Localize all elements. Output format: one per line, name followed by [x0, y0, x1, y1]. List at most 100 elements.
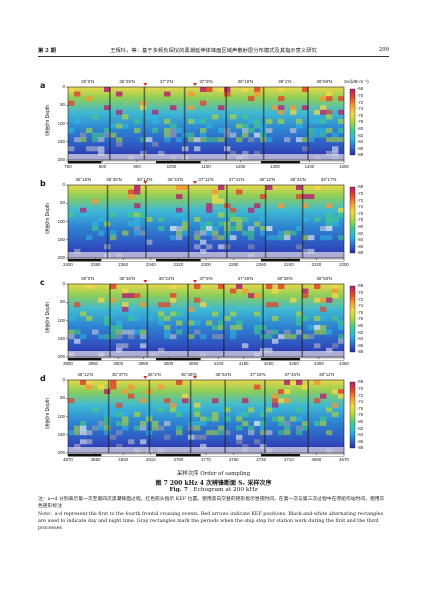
- y-axis-label: 深度/m Depth: [45, 105, 51, 136]
- colorbar-tick-label: -72: [357, 99, 364, 105]
- x-tick-label: 4770: [201, 457, 211, 462]
- colorbar-tick-label: -88: [357, 250, 364, 256]
- latitude-label: 35°36'N: [119, 276, 135, 281]
- panel-letter-d: d: [40, 374, 46, 383]
- echogram-panel-a: a 35°0'N 35°25'N 37°2'N 37°6'N 38°19'N 39°1'N 3…: [38, 77, 386, 169]
- y-tick-label: 200: [57, 157, 65, 162]
- y-tick-label: 100: [57, 218, 65, 224]
- figure-caption-text: Echogram at 200 kHz: [193, 487, 258, 493]
- figure-note-en: Note：a-d represent the first to the four…: [38, 512, 384, 531]
- colorbar-tick-label: -86: [357, 438, 364, 444]
- y-tick-label: 0: [62, 281, 65, 286]
- y-tick-label: 200: [57, 354, 65, 359]
- latitude-row: 35°12'N 35°37'N 36°2'N 36°28'N 36°54'N 37°19'…: [68, 372, 344, 380]
- y-tick-label: 100: [57, 120, 65, 126]
- colorbar: [349, 88, 356, 156]
- y-tick-label: 100: [57, 317, 65, 323]
- x-tick-label: 3800: [63, 361, 73, 366]
- y-tick-label: 0: [62, 377, 65, 382]
- x-tick-label: 2340: [145, 262, 156, 267]
- colorbar-tick-label: -86: [357, 243, 364, 249]
- colorbar-tick-label: -74: [357, 204, 364, 210]
- x-tick-label: 4350: [339, 361, 349, 366]
- latitude-label: 37°6'N: [199, 79, 213, 84]
- y-tick-label: 200: [57, 255, 65, 260]
- latitude-label: 35°0'N: [81, 79, 95, 84]
- colorbar-tick-label: -68: [357, 283, 364, 289]
- day-night-bar: [67, 258, 345, 262]
- latitude-label: 35°25'N: [119, 79, 135, 84]
- kef-arrow: [143, 280, 148, 283]
- y-tick-label: 50: [60, 102, 65, 108]
- y-tick-label: 150: [57, 431, 65, 437]
- x-tick-label: 700: [64, 164, 72, 169]
- colorbar-tick-label: -80: [357, 224, 364, 229]
- colorbar-tick-label: -88: [357, 152, 364, 158]
- x-tick-label: 2360: [118, 262, 129, 267]
- latitude-label: 35°12'N: [77, 372, 94, 377]
- colorbar-tick-label: -88: [357, 445, 364, 451]
- colorbar-tick-label: -70: [357, 290, 364, 295]
- y-tick-label: 50: [60, 200, 65, 206]
- x-tick-label: 1200: [235, 164, 246, 169]
- echogram-plot-b: [66, 181, 356, 262]
- colorbar-tick-label: -76: [357, 405, 364, 411]
- kef-arrow: [192, 83, 197, 86]
- colorbar-tick-label: -82: [357, 132, 364, 138]
- y-tick-label: 100: [57, 413, 65, 419]
- latitude-label: 37°2'N: [160, 79, 174, 84]
- colorbar-tick-label: -80: [357, 419, 364, 424]
- latitude-label: 38°11'N: [319, 372, 335, 377]
- latitude-label: 36°2'N: [147, 372, 161, 377]
- colorbar-tick-label: -84: [357, 336, 364, 342]
- issue-number: 第 2 期: [38, 48, 56, 54]
- panel-letter-c: c: [40, 278, 45, 287]
- latitude-label: 38°12'N: [259, 177, 276, 182]
- colorbar-tick-label: -76: [357, 309, 364, 315]
- echogram-panel-d: d 35°12'N 35°37'N 36°2'N 36°28'N 36°54'N 37°19…: [38, 370, 386, 462]
- latitude-label: 38°59'N: [316, 276, 333, 281]
- kef-arrow: [192, 280, 197, 283]
- echogram-panel-b: b 35°18'N 35°45'N 36°14'N 36°43'N 37°11'N 37°4…: [38, 175, 386, 267]
- x-tick-label: 4000: [163, 361, 174, 366]
- x-tick-label: 4870: [63, 457, 73, 462]
- latitude-row: 35°18'N 35°45'N 36°14'N 36°43'N 37°11'N 37°41…: [68, 177, 344, 185]
- colorbar-tick-label: -72: [357, 296, 364, 302]
- echogram-plot-c: [66, 280, 356, 361]
- x-tick-label: 4150: [238, 361, 249, 366]
- colorbar-tick-label: -70: [357, 93, 364, 98]
- x-tick-label: 800: [98, 164, 107, 169]
- x-tick-label: 4810: [145, 457, 156, 462]
- x-tick-label: 4850: [90, 457, 101, 462]
- y-tick-label: 150: [57, 236, 65, 242]
- y-tick-label: 0: [62, 182, 65, 187]
- colorbar-tick-label: -88: [357, 349, 364, 355]
- x-tick-label: 2240: [283, 262, 294, 267]
- figure-caption-cn: 图 7 200 kHz 4 次辨锋断面 Sᵥ 采样次序: [155, 480, 272, 487]
- x-tick-label: 4300: [314, 361, 324, 366]
- panel-letter-a: a: [40, 81, 46, 90]
- colorbar-tick-label: -84: [357, 139, 364, 145]
- colorbar-tick-label: -76: [357, 112, 364, 118]
- latitude-row: 35°0'N 35°25'N 37°2'N 37°6'N 38°19'N 39°1'N 39…: [68, 79, 344, 87]
- colorbar-tick-label: -78: [357, 316, 364, 322]
- x-tick-label: 4750: [228, 457, 239, 462]
- latitude-label: 38°28'N: [277, 276, 293, 281]
- x-tick-label: 1000: [166, 164, 177, 169]
- latitude-label: 39°1'N: [278, 79, 292, 84]
- latitude-row: 35°0'N 35°36'N 36°24'N 37°6'N 37°46'N 38°28'N…: [68, 276, 344, 284]
- colorbar: [349, 285, 356, 353]
- x-tick-label: 2400: [63, 262, 73, 267]
- x-tick-label: 4830: [118, 457, 129, 462]
- x-tick-label: 4670: [339, 457, 349, 462]
- latitude-label: 39°59'N: [316, 79, 333, 84]
- latitude-label: 36°14'N: [136, 177, 153, 182]
- latitude-label: 35°0'N: [81, 276, 95, 281]
- echogram-panel-c: c 35°0'N 35°36'N 36°24'N 37°6'N 37°46'N 38°28'…: [38, 274, 386, 366]
- x-tick-label: 4250: [288, 361, 299, 366]
- x-tick-label: 4050: [188, 361, 199, 366]
- x-tick-label: 4200: [263, 361, 274, 366]
- x-tick-label: 1100: [201, 164, 211, 169]
- latitude-label: 37°19'N: [249, 372, 266, 377]
- x-tick-label: 4710: [283, 457, 294, 462]
